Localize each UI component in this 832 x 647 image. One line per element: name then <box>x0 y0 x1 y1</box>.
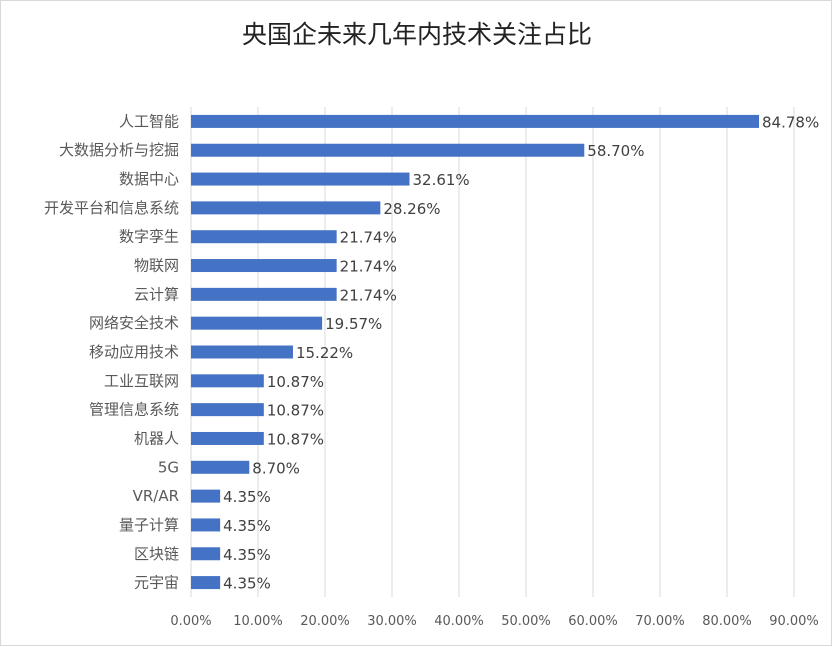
category-label: 数据中心 <box>119 170 179 188</box>
bar <box>191 172 410 186</box>
x-tick-label: 10.00% <box>233 614 283 629</box>
category-label: 开发平台和信息系统 <box>44 199 179 217</box>
bar <box>191 403 264 417</box>
data-label: 10.87% <box>267 402 324 420</box>
data-label: 28.26% <box>383 200 440 218</box>
category-label: 元宇宙 <box>134 574 179 592</box>
x-tick-label: 0.00% <box>170 614 211 629</box>
x-tick-label: 70.00% <box>635 614 685 629</box>
data-label: 84.78% <box>762 113 819 131</box>
data-label: 21.74% <box>340 286 397 304</box>
bar <box>191 576 221 590</box>
x-tick-label: 90.00% <box>769 614 819 629</box>
bar <box>191 374 264 388</box>
bar <box>191 259 337 273</box>
bar <box>191 518 221 532</box>
category-label: 5G <box>158 458 179 476</box>
bar <box>191 489 221 503</box>
bar <box>191 345 293 359</box>
chart-title: 央国企未来几年内技术关注占比 <box>241 20 592 49</box>
category-label: 移动应用技术 <box>89 343 179 361</box>
data-label: 4.35% <box>223 517 271 535</box>
bar <box>191 143 585 157</box>
bar <box>191 230 337 244</box>
category-label: 数字孪生 <box>119 228 179 246</box>
data-label: 8.70% <box>252 459 300 477</box>
data-label: 4.35% <box>223 488 271 506</box>
category-label: 量子计算 <box>119 516 179 534</box>
category-label: VR/AR <box>133 487 179 505</box>
data-label: 19.57% <box>325 315 382 333</box>
category-label: 管理信息系统 <box>89 401 179 419</box>
data-label: 15.22% <box>296 344 353 362</box>
data-label: 4.35% <box>223 575 271 593</box>
category-label: 大数据分析与挖掘 <box>59 141 179 159</box>
data-label: 32.61% <box>412 171 469 189</box>
bar <box>191 460 250 474</box>
x-tick-label: 40.00% <box>434 614 484 629</box>
category-label: 人工智能 <box>119 112 179 130</box>
category-label: 物联网 <box>134 257 179 275</box>
category-label: 机器人 <box>134 429 179 447</box>
category-label: 区块链 <box>134 545 179 563</box>
data-label: 21.74% <box>340 258 397 276</box>
x-tick-label: 80.00% <box>702 614 752 629</box>
bar <box>191 547 221 561</box>
bar <box>191 287 337 301</box>
x-tick-label: 20.00% <box>300 614 350 629</box>
bar <box>191 114 760 128</box>
x-tick-label: 60.00% <box>568 614 618 629</box>
category-label: 工业互联网 <box>104 372 179 390</box>
x-tick-label: 30.00% <box>367 614 417 629</box>
bar <box>191 316 323 330</box>
category-label: 网络安全技术 <box>89 314 179 332</box>
category-label: 云计算 <box>134 285 179 303</box>
bar <box>191 201 381 215</box>
bar <box>191 431 264 445</box>
data-label: 10.87% <box>267 373 324 391</box>
data-label: 21.74% <box>340 229 397 247</box>
data-label: 10.87% <box>267 430 324 448</box>
x-tick-label: 50.00% <box>501 614 551 629</box>
data-label: 58.70% <box>587 142 644 160</box>
data-label: 4.35% <box>223 546 271 564</box>
